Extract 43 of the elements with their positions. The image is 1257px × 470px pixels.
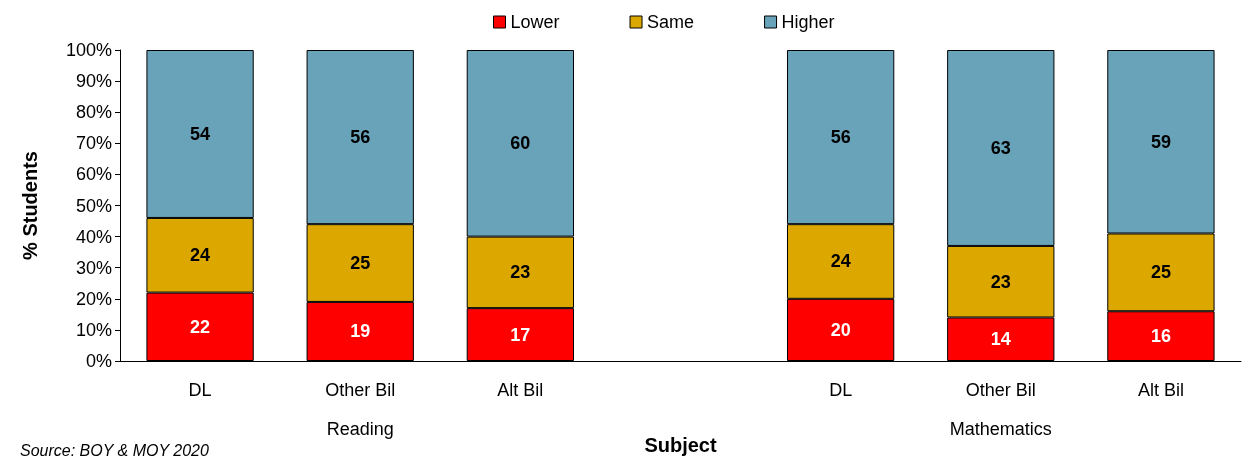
- y-tick-label: 60%: [75, 164, 112, 185]
- data-label: 60: [510, 133, 531, 154]
- data-label: 54: [190, 123, 211, 144]
- data-label: 17: [510, 324, 531, 345]
- y-tick-label: 50%: [75, 195, 112, 216]
- data-label: 14: [990, 329, 1011, 350]
- x-tick-label: Other Bil: [325, 380, 396, 400]
- data-label: 22: [190, 316, 211, 337]
- y-tick-label: 10%: [75, 319, 112, 340]
- data-label: 16: [1150, 326, 1171, 347]
- y-tick-label: 20%: [75, 288, 112, 309]
- x-tick-label: DL: [829, 380, 853, 400]
- x-axis-title: Subject: [644, 434, 717, 456]
- data-label: 63: [990, 137, 1011, 158]
- text: Mathematics: [949, 419, 1052, 439]
- data-label: 25: [1150, 262, 1171, 283]
- source-note: Source: BOY & MOY 2020: [20, 441, 209, 459]
- data-label: 24: [190, 245, 211, 266]
- x-tick-label: Alt Bil: [1137, 380, 1184, 400]
- legend-label: Same: [647, 12, 695, 32]
- y-axis-title: % Students: [19, 151, 41, 260]
- data-label: 24: [830, 251, 851, 272]
- data-label: 56: [350, 127, 371, 148]
- x-tick-label: DL: [188, 380, 212, 400]
- data-label: 23: [990, 271, 1011, 292]
- y-tick-label: 70%: [75, 133, 112, 154]
- text: Reading: [326, 419, 394, 439]
- y-tick-label: 80%: [75, 102, 112, 123]
- y-tick-label: 30%: [75, 257, 112, 278]
- x-tick-label: Other Bil: [965, 380, 1036, 400]
- legend-label: Lower: [510, 12, 560, 32]
- y-tick-label: 0%: [85, 351, 112, 371]
- data-label: 19: [350, 321, 371, 342]
- data-label: 59: [1150, 131, 1171, 152]
- y-tick-label: 100%: [65, 40, 112, 60]
- data-label: 56: [830, 127, 851, 148]
- data-label: 20: [830, 319, 851, 340]
- y-tick-label: 90%: [75, 71, 112, 92]
- legend-label: Higher: [781, 12, 835, 32]
- x-tick-label: Alt Bil: [497, 380, 544, 400]
- y-tick-label: 40%: [75, 226, 112, 247]
- data-label: 23: [510, 262, 531, 283]
- data-label: 25: [350, 253, 371, 274]
